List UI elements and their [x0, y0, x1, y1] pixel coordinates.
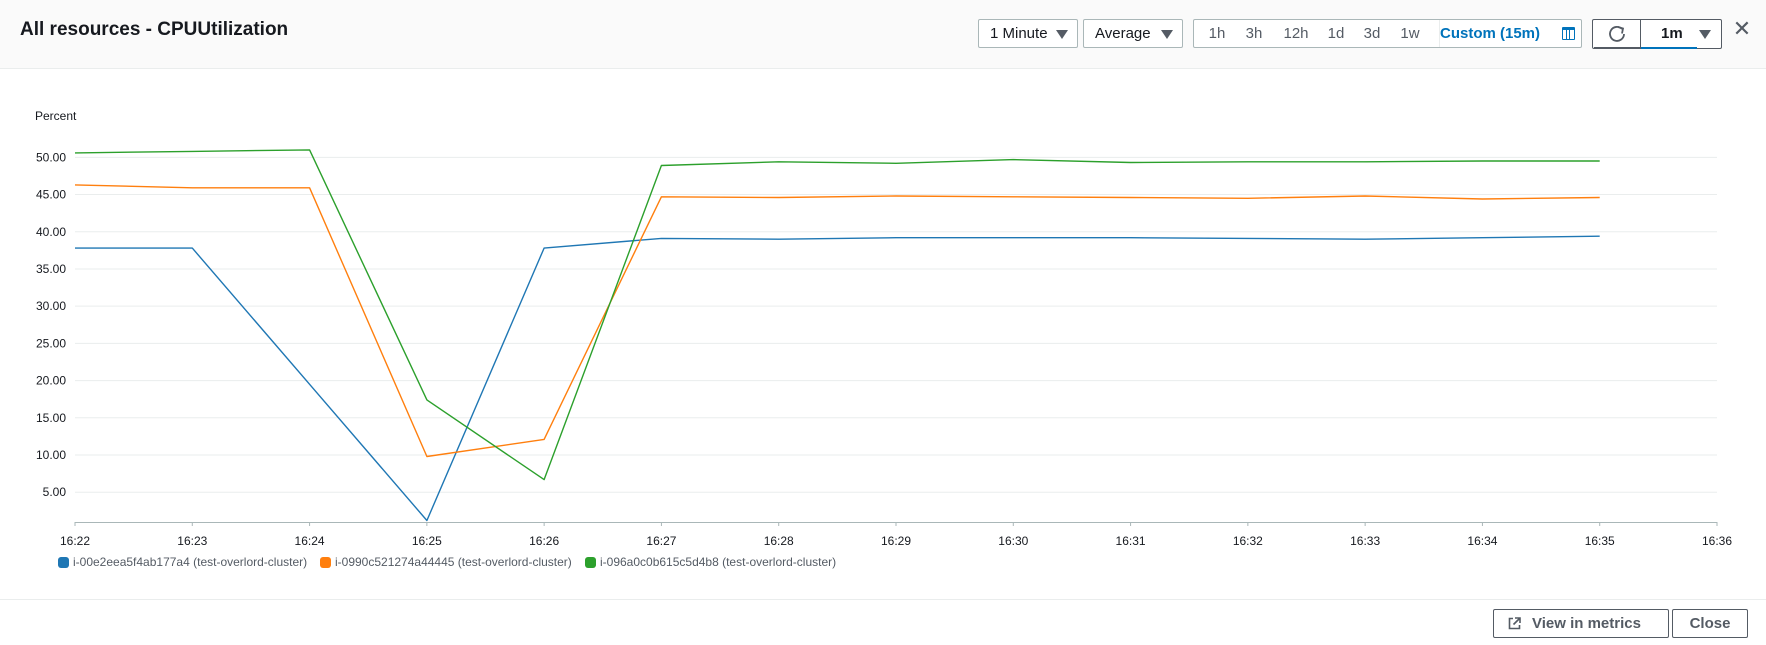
range-1d[interactable]: 1d	[1327, 25, 1345, 42]
statistic-select-value: Average	[1095, 25, 1151, 42]
range-3h[interactable]: 3h	[1245, 25, 1263, 42]
range-1h[interactable]: 1h	[1208, 25, 1226, 42]
legend-swatch	[320, 557, 331, 568]
legend-label: i-0990c521274a44445 (test-overlord-clust…	[335, 555, 572, 569]
legend-label: i-00e2eea5f4ab177a4 (test-overlord-clust…	[73, 555, 308, 569]
x-tick-label: 16:23	[177, 534, 207, 548]
refresh-control: 1m	[1592, 19, 1722, 49]
x-tick-label: 16:22	[60, 534, 90, 548]
refresh-icon	[1609, 26, 1625, 42]
series-line-3	[74, 149, 1600, 481]
caret-down-icon	[1056, 30, 1068, 39]
y-tick-label: 45.00	[36, 188, 66, 202]
x-tick-label: 16:24	[295, 534, 325, 548]
refresh-underline	[1594, 47, 1640, 49]
x-tick-label: 16:27	[646, 534, 676, 548]
x-tick-label: 16:26	[529, 534, 559, 548]
chart-plot: 5.00 10.00 15.00 20.00 25.00 30.00 35.00 40.00 4…	[36, 149, 1732, 548]
modal-title: All resources - CPUUtilization	[20, 19, 289, 40]
legend-label: i-096a0c0b615c5d4b8 (test-overlord-clust…	[600, 555, 837, 569]
x-tick-label: 16:28	[764, 534, 794, 548]
range-12h[interactable]: 12h	[1283, 25, 1309, 42]
range-3d[interactable]: 3d	[1363, 25, 1381, 42]
series-line-2	[74, 184, 1600, 458]
caret-down-icon[interactable]	[1699, 30, 1711, 39]
refresh-button[interactable]	[1593, 20, 1641, 49]
interval-underline	[1641, 47, 1697, 49]
y-tick-label: 35.00	[36, 262, 66, 276]
y-tick-label: 30.00	[36, 299, 66, 313]
series-line-1	[75, 235, 1600, 522]
statistic-select[interactable]: Average	[1083, 19, 1183, 48]
x-tick-label: 16:34	[1467, 534, 1497, 548]
view-in-metrics-label: View in metrics	[1532, 615, 1641, 632]
footer-divider	[0, 599, 1766, 600]
x-tick-label: 16:33	[1350, 534, 1380, 548]
x-tick-label: 16:30	[998, 534, 1028, 548]
legend-swatch	[585, 557, 596, 568]
y-tick-label: 50.00	[36, 150, 66, 164]
x-tick-label: 16:25	[412, 534, 442, 548]
cpu-utilization-chart: Percent 5.00 10.00 15.00 20.00 25.00 30.00 35.…	[0, 70, 1766, 600]
x-tick-label: 16:29	[881, 534, 911, 548]
close-button-label: Close	[1689, 615, 1731, 632]
view-in-metrics-button[interactable]: View in metrics	[1493, 609, 1669, 638]
y-tick-label: 25.00	[36, 336, 66, 350]
external-link-icon	[1508, 617, 1521, 630]
y-tick-label: 10.00	[36, 448, 66, 462]
range-divider	[1439, 20, 1440, 47]
y-tick-label: 40.00	[36, 225, 66, 239]
close-icon[interactable]: ✕	[1732, 16, 1752, 41]
y-axis-label: Percent	[35, 109, 77, 123]
y-tick-label: 20.00	[36, 374, 66, 388]
range-custom[interactable]: Custom (15m)	[1440, 25, 1541, 42]
range-1w[interactable]: 1w	[1400, 25, 1420, 42]
modal-header: All resources - CPUUtilization 1 Minute …	[0, 0, 1766, 69]
refresh-interval-value[interactable]: 1m	[1661, 25, 1683, 42]
y-tick-label: 5.00	[43, 485, 67, 499]
calendar-icon[interactable]	[1562, 27, 1575, 40]
y-tick-label: 15.00	[36, 411, 66, 425]
caret-down-icon	[1161, 30, 1173, 39]
period-select-value: 1 Minute	[990, 25, 1048, 42]
x-tick-label: 16:36	[1702, 534, 1732, 548]
x-tick-label: 16:32	[1233, 534, 1263, 548]
close-button[interactable]: Close	[1672, 609, 1748, 638]
period-select[interactable]: 1 Minute	[978, 19, 1078, 48]
legend-swatch	[58, 557, 69, 568]
x-tick-label: 16:35	[1585, 534, 1615, 548]
x-tick-label: 16:31	[1116, 534, 1146, 548]
time-range-selector: 1h 3h 12h 1d 3d 1w Custom (15m)	[1193, 19, 1582, 48]
